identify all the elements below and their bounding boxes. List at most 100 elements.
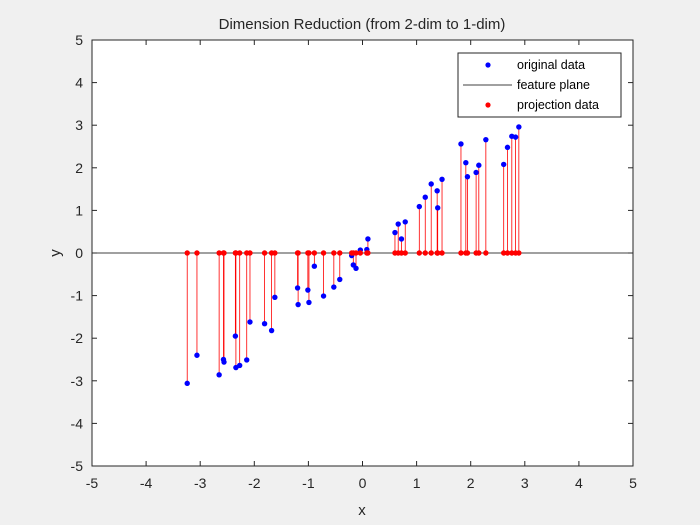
y-axis-label: y bbox=[47, 249, 64, 257]
projection-data-point bbox=[320, 250, 327, 256]
x-axis-ticks: -5 -4 -3 -2 -1 0 1 2 3 4 5 bbox=[86, 40, 637, 491]
x-tick-label: 5 bbox=[629, 475, 637, 491]
original-data-point bbox=[458, 141, 464, 147]
y-tick-label: -5 bbox=[71, 458, 84, 474]
projection-data-point bbox=[295, 250, 301, 256]
projection-data-point bbox=[458, 250, 464, 256]
original-data-point bbox=[473, 169, 479, 176]
original-data-point bbox=[416, 203, 423, 210]
original-data-point bbox=[392, 229, 398, 236]
original-data-point bbox=[306, 299, 312, 306]
y-tick-label: 2 bbox=[75, 160, 83, 176]
original-data-points bbox=[184, 124, 522, 387]
original-data-point bbox=[247, 319, 253, 325]
projection-data-point bbox=[357, 250, 364, 256]
original-data-point bbox=[365, 236, 371, 242]
projection-data-point bbox=[434, 250, 441, 256]
original-data-point bbox=[236, 362, 243, 369]
x-tick-label: -4 bbox=[140, 475, 153, 491]
projection-data-point bbox=[272, 250, 278, 256]
y-tick-label: 1 bbox=[75, 202, 83, 218]
projection-data-point bbox=[306, 250, 312, 256]
y-tick-label: -4 bbox=[71, 415, 84, 431]
original-data-point bbox=[483, 136, 489, 143]
projection-data-point bbox=[504, 250, 511, 256]
projection-data-point bbox=[416, 250, 423, 256]
original-data-point bbox=[311, 263, 318, 269]
y-tick-label: -3 bbox=[71, 373, 84, 389]
original-data-point bbox=[398, 236, 405, 242]
original-data-point bbox=[422, 194, 428, 200]
x-axis-label: x bbox=[358, 502, 366, 519]
y-tick-label: 0 bbox=[75, 245, 83, 261]
original-data-point bbox=[221, 359, 227, 365]
projection-data-point bbox=[398, 250, 405, 256]
x-tick-label: -1 bbox=[302, 475, 315, 491]
original-data-point bbox=[402, 219, 408, 225]
original-data-point bbox=[476, 162, 482, 168]
original-data-point bbox=[294, 285, 301, 291]
y-tick-label: 4 bbox=[75, 75, 83, 91]
original-data-point bbox=[244, 357, 250, 363]
chart-title: Dimension Reduction (from 2-dim to 1-dim… bbox=[219, 16, 506, 33]
x-tick-label: -2 bbox=[248, 475, 261, 491]
x-tick-label: 0 bbox=[359, 475, 367, 491]
projection-data-point bbox=[422, 250, 428, 256]
original-data-point bbox=[395, 221, 401, 227]
projection-data-point bbox=[337, 250, 343, 256]
y-tick-label: 5 bbox=[75, 32, 83, 48]
original-data-point bbox=[305, 287, 311, 293]
original-data-point bbox=[439, 176, 445, 183]
projection-connectors bbox=[186, 126, 520, 384]
legend-projection-label: projection data bbox=[517, 98, 599, 112]
projection-data-point bbox=[194, 250, 200, 256]
projection-data-point bbox=[216, 250, 222, 256]
original-data-point bbox=[320, 293, 327, 299]
projection-data-point bbox=[428, 250, 434, 256]
projection-data-point bbox=[439, 250, 445, 256]
original-data-point bbox=[232, 333, 239, 339]
y-axis-ticks: -5 -4 -3 -2 -1 0 1 2 3 4 5 bbox=[71, 32, 633, 474]
original-data-point bbox=[268, 327, 275, 334]
original-data-point bbox=[428, 181, 434, 187]
x-tick-label: 3 bbox=[521, 475, 529, 491]
original-data-point bbox=[501, 161, 507, 168]
original-data-point bbox=[463, 159, 469, 166]
x-tick-label: 1 bbox=[413, 475, 421, 491]
projection-data-point bbox=[247, 250, 253, 256]
projection-data-point bbox=[365, 250, 371, 256]
original-data-point bbox=[504, 144, 511, 151]
original-data-point bbox=[295, 301, 301, 308]
projection-data-point bbox=[311, 250, 318, 256]
original-data-point bbox=[464, 174, 471, 180]
x-tick-label: -5 bbox=[86, 475, 99, 491]
original-data-point bbox=[512, 134, 519, 140]
original-data-point bbox=[272, 294, 278, 301]
y-tick-label: -1 bbox=[71, 288, 84, 304]
projection-data-point bbox=[261, 250, 268, 256]
original-data-point bbox=[261, 321, 268, 327]
legend-feature-plane-label: feature plane bbox=[517, 78, 590, 92]
projection-data-point bbox=[353, 250, 359, 256]
legend[interactable]: original data feature plane projection d… bbox=[457, 52, 622, 118]
projection-data-point bbox=[236, 250, 243, 256]
projection-data-point bbox=[501, 250, 507, 256]
projection-data-points bbox=[184, 250, 522, 256]
original-data-point bbox=[331, 284, 337, 290]
original-data-point bbox=[194, 352, 200, 358]
x-tick-label: 4 bbox=[575, 475, 583, 491]
legend-original-marker bbox=[485, 62, 491, 68]
y-tick-label: 3 bbox=[75, 117, 83, 133]
original-data-point bbox=[353, 265, 359, 272]
original-data-point bbox=[516, 124, 522, 130]
projection-data-point bbox=[184, 250, 190, 256]
original-data-point bbox=[434, 205, 441, 211]
projection-data-point bbox=[483, 250, 489, 256]
original-data-point bbox=[434, 188, 440, 194]
y-tick-label: -2 bbox=[71, 330, 84, 346]
original-data-point bbox=[337, 276, 343, 283]
projection-data-point bbox=[509, 250, 515, 256]
x-tick-label: -3 bbox=[194, 475, 207, 491]
projection-data-point bbox=[516, 250, 522, 256]
